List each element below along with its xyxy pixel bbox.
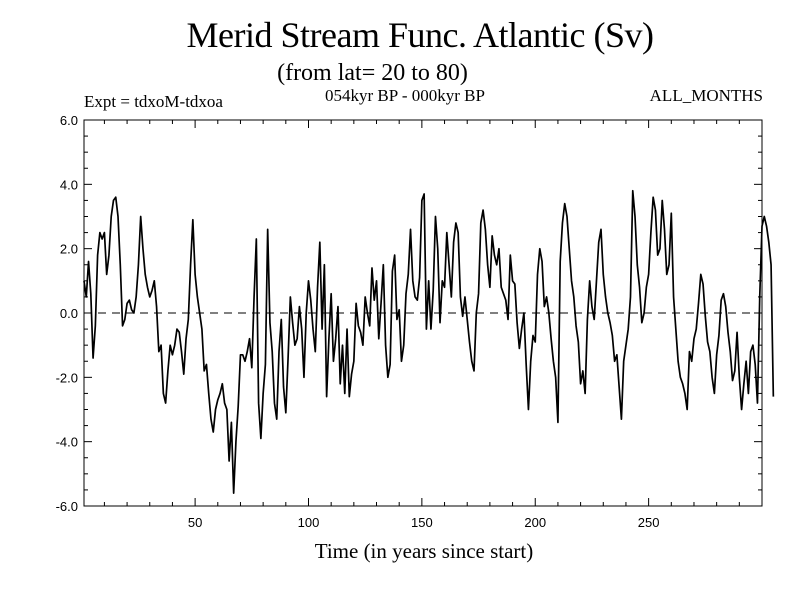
y-tick-label: -6.0 — [56, 499, 78, 514]
y-tick-label: 4.0 — [60, 177, 78, 192]
x-tick-label: 150 — [411, 515, 433, 530]
months-label: ALL_MONTHS — [649, 86, 763, 105]
chart-title: Merid Stream Func. Atlantic (Sv) — [186, 15, 654, 55]
x-axis-label: Time (in years since start) — [314, 539, 534, 563]
x-tick-label: 250 — [638, 515, 660, 530]
y-tick-label: 2.0 — [60, 242, 78, 257]
series-line — [83, 189, 775, 494]
chart-subtitle: (from lat= 20 to 80) — [277, 60, 468, 86]
x-tick-label: 50 — [188, 515, 202, 530]
axis-ticks — [84, 119, 762, 507]
x-tick-label: 100 — [298, 515, 320, 530]
y-tick-label: -4.0 — [56, 435, 78, 450]
period-label: 054kyr BP - 000kyr BP — [325, 86, 485, 105]
x-tick-label: 200 — [524, 515, 546, 530]
experiment-label: Expt = tdxoM-tdxoa — [84, 92, 223, 111]
axis-tick-labels: -6.0 -4.0 -2.0 0.0 2.0 4.0 6.0 50 100 150 200 250 — [56, 113, 660, 530]
y-tick-label: -2.0 — [56, 370, 78, 385]
y-tick-label: 0.0 — [60, 306, 78, 321]
y-tick-label: 6.0 — [60, 113, 78, 128]
